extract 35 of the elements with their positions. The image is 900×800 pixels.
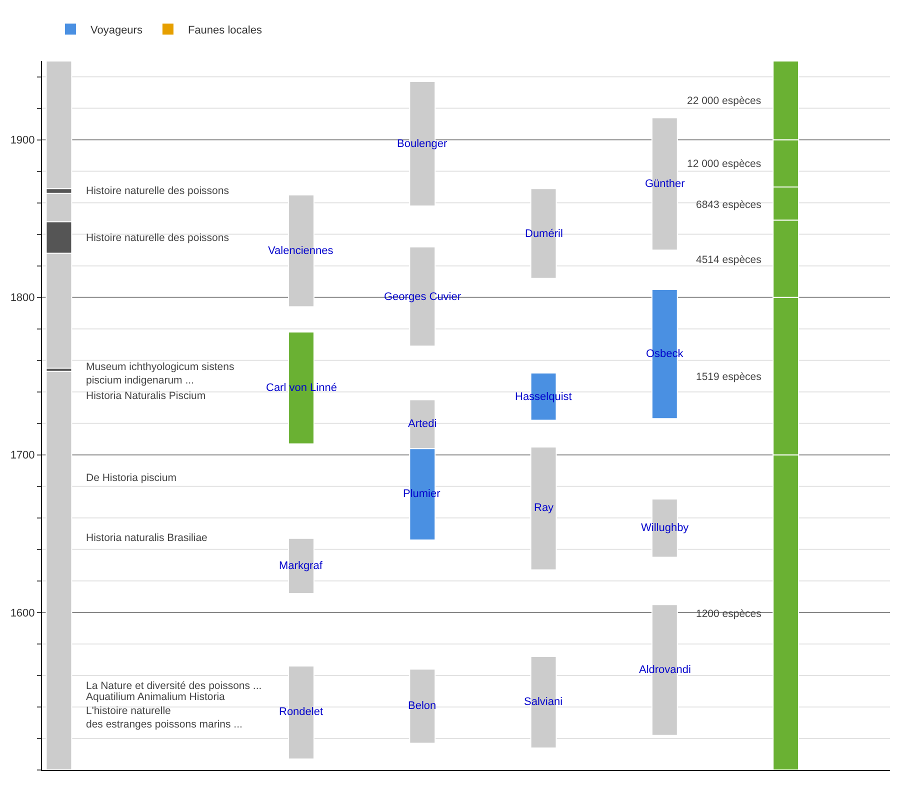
annotation: De Historia piscium (86, 472, 177, 484)
data-label: Artedi (408, 418, 437, 430)
annotation: La Nature et diversité des poissons ... (86, 680, 262, 692)
y-tick-label: 1800 (10, 292, 35, 304)
data-label: Willughby (641, 522, 690, 534)
data-label: Rondelet (279, 706, 324, 718)
bar (409, 668, 436, 744)
y-tick-label: 1900 (10, 134, 35, 147)
annotation: 22 000 espèces (687, 95, 762, 107)
data-label: Salviani (524, 696, 563, 708)
annotation: Historia naturalis Brasiliae (86, 532, 208, 544)
data-label: Belon (408, 700, 436, 712)
annotation: L'histoire naturelle des estranges poissons marins ... (86, 705, 242, 731)
y-tick-label: 1700 (10, 450, 35, 462)
annotation: Aquatilium Animalium Historia (86, 691, 226, 703)
annotation: 12 000 espèces (687, 158, 762, 170)
data-label: Ray (534, 502, 554, 514)
bar (530, 446, 557, 570)
data-label: Duméril (525, 228, 563, 240)
data-label: Boulenger (397, 138, 448, 150)
data-label: Valenciennes (268, 245, 334, 257)
annotation: 4514 espèces (696, 254, 762, 266)
data-label: Markgraf (279, 560, 324, 572)
annotation: Histoire naturelle des poissons (86, 185, 229, 197)
data-label: Günther (645, 178, 686, 190)
annotation: 6843 espèces (696, 199, 762, 211)
legend-label: Faunes locales (188, 24, 262, 36)
data-label: Georges Cuvier (384, 291, 462, 303)
legend-label: Voyageurs (90, 24, 143, 36)
annotation: 1519 espèces (696, 371, 762, 383)
annotation: Museum ichthyologicum sistens piscium indigenarum ... (86, 361, 234, 387)
annotation: Histoire naturelle des poissons (86, 232, 229, 244)
y-tick-label: 1600 (10, 607, 35, 620)
data-label: Aldrovandi (639, 664, 691, 676)
annotation: Historia Naturalis Piscium (86, 390, 206, 402)
